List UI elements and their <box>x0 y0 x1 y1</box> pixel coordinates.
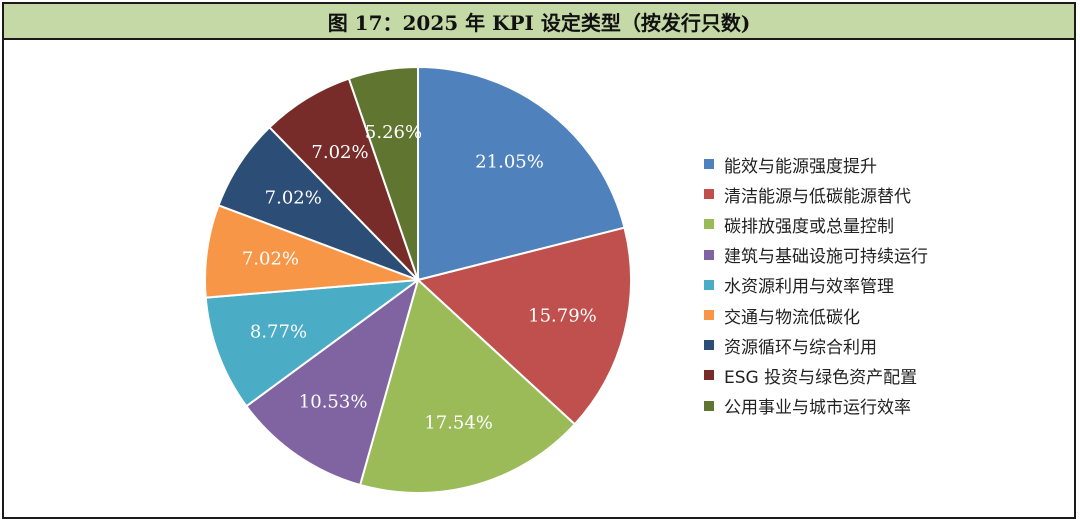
slice-data-label: 10.53% <box>299 391 368 412</box>
legend-swatch <box>704 370 714 381</box>
legend-label: 清洁能源与低碳能源替代 <box>724 186 911 207</box>
legend-swatch <box>704 219 714 230</box>
legend-item: 清洁能源与低碳能源替代 <box>704 179 928 209</box>
legend-swatch <box>704 159 714 170</box>
title-bar: 图 17：2025 年 KPI 设定类型（按发行只数) <box>4 4 1074 40</box>
legend-label: 能效与能源强度提升 <box>724 156 877 177</box>
legend-label: 公用事业与城市运行效率 <box>724 398 911 419</box>
legend-item: 资源循环与综合利用 <box>704 330 928 360</box>
slice-data-label: 8.77% <box>250 321 307 342</box>
slice-data-label: 7.02% <box>265 188 322 209</box>
legend-item: 能效与能源强度提升 <box>704 149 928 179</box>
chart-legend: 能效与能源强度提升清洁能源与低碳能源替代 碳排放强度或总量控制建筑与基础设施可持续… <box>704 149 928 421</box>
legend-item: 水资源利用与效率管理 <box>704 270 928 300</box>
pie-slice <box>417 65 626 282</box>
legend-item: 公用事业与城市运行效率 <box>704 391 928 421</box>
pie-slice <box>204 278 422 408</box>
legend-item: ESG 投资与绿色资产配置 <box>704 360 928 390</box>
legend-swatch <box>704 310 714 321</box>
pie-slice <box>415 226 632 426</box>
chart-title: 图 17：2025 年 KPI 设定类型（按发行只数) <box>327 10 751 35</box>
pie-slice <box>358 278 577 494</box>
legend-label: 建筑与基础设施可持续运行 <box>724 247 928 268</box>
legend-item: 建筑与基础设施可持续运行 <box>704 240 928 270</box>
legend-swatch <box>704 279 714 290</box>
pie-slice <box>244 277 420 487</box>
legend-swatch <box>704 249 714 260</box>
slice-data-label: 5.26% <box>365 122 422 143</box>
pie-chart: 21.05% 15.79% 17.54% 10.53% 8.77% 7.02% 7.02% 7… <box>204 65 632 494</box>
legend-label: 碳排放强度或总量控制 <box>724 216 894 237</box>
legend-item: 碳排放强度或总量控制 <box>704 209 928 239</box>
legend-label: 水资源利用与效率管理 <box>724 277 894 298</box>
legend-swatch <box>704 340 714 351</box>
legend-item: 交通与物流低碳化 <box>704 300 928 330</box>
slice-data-label: 21.05% <box>475 151 544 172</box>
slice-data-label: 7.02% <box>242 249 299 270</box>
legend-swatch <box>704 400 714 411</box>
slice-data-label: 15.79% <box>528 306 597 327</box>
slice-data-label: 7.02% <box>311 142 368 163</box>
legend-swatch <box>704 189 714 200</box>
pie-slice <box>347 65 419 281</box>
legend-label: ESG 投资与绿色资产配置 <box>724 367 918 388</box>
legend-label: 交通与物流低碳化 <box>724 307 860 328</box>
slice-data-label: 17.54% <box>424 412 493 433</box>
legend-label: 资源循环与综合利用 <box>724 337 877 358</box>
